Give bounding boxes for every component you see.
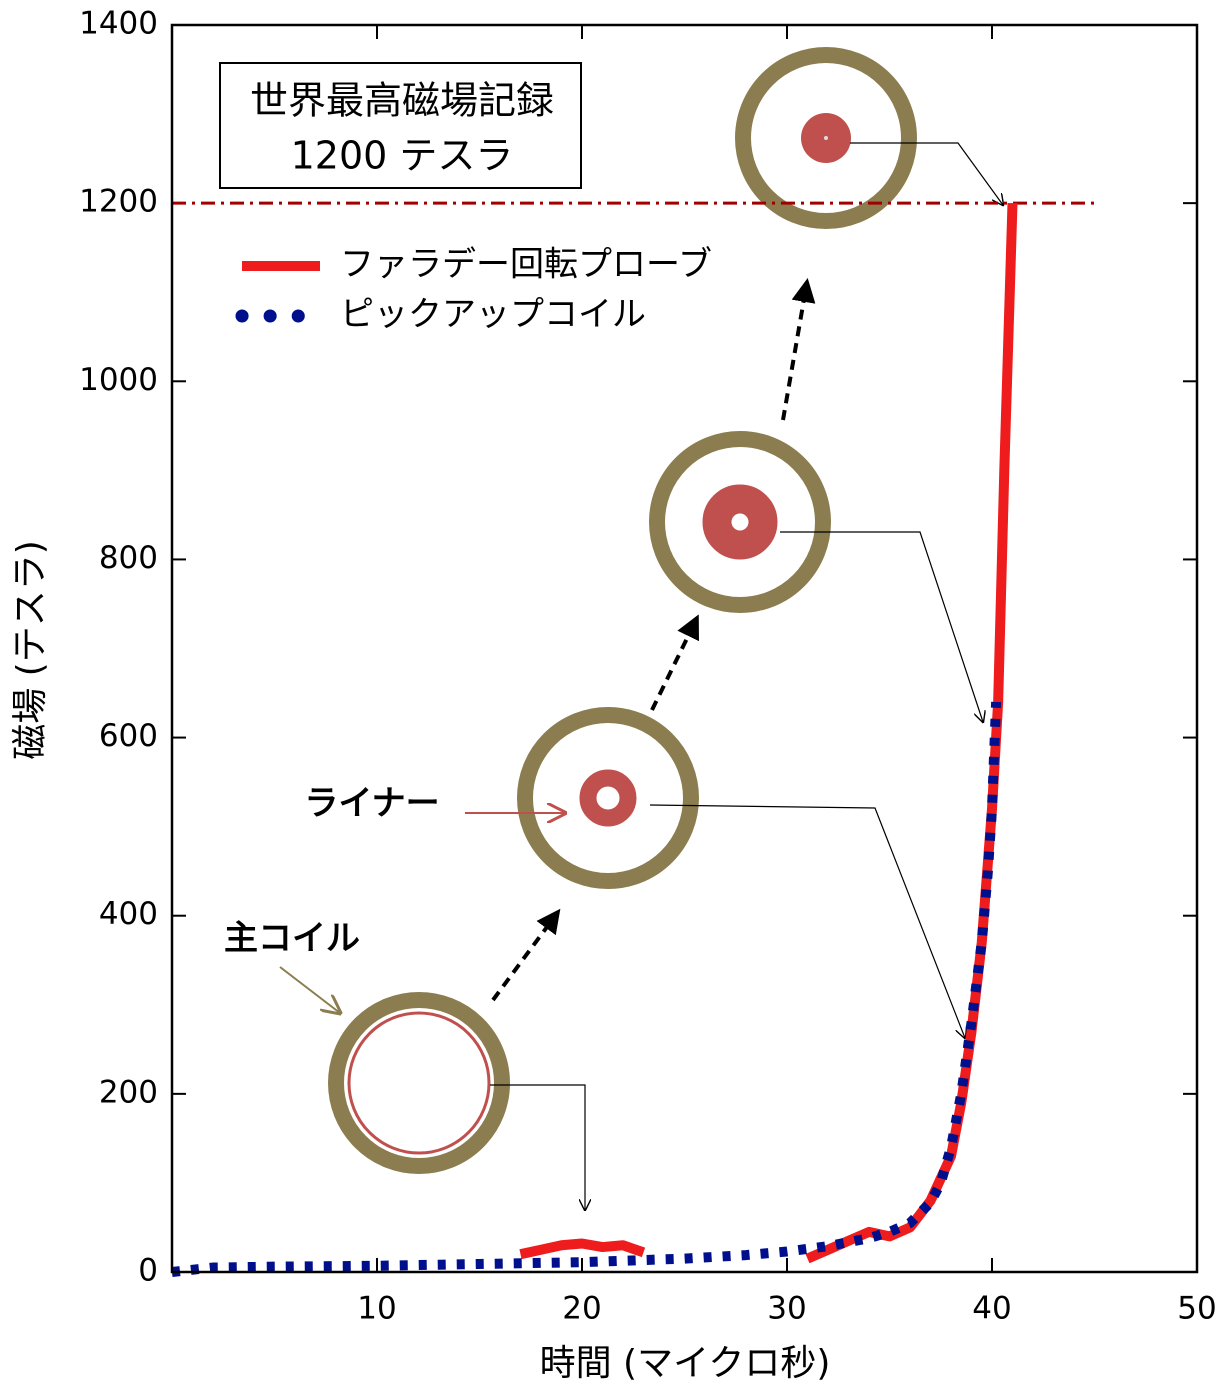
data-line	[521, 203, 1013, 1258]
liner	[588, 778, 628, 818]
y-tick-label: 600	[99, 718, 158, 754]
x-tick-label: 50	[1177, 1291, 1216, 1327]
y-tick-label: 200	[99, 1074, 158, 1110]
x-tick-label: 10	[357, 1291, 396, 1327]
progress-arrow	[493, 912, 558, 1000]
connector	[650, 805, 965, 1038]
liner-label: ライナー	[304, 784, 439, 824]
x-tick-label: 20	[562, 1291, 601, 1327]
x-axis-title: 時間 (マイクロ秒)	[540, 1343, 831, 1384]
progress-arrow	[783, 282, 807, 420]
chart: 世界最高磁場記録 1200 テスラ ライナー 主コイル 時間 (マイクロ秒) 磁…	[0, 0, 1225, 1391]
legend-label: ファラデー回転プローブ	[340, 245, 712, 285]
plot-frame	[172, 25, 1197, 1272]
diagrams	[220, 55, 1003, 1210]
liner	[717, 499, 763, 545]
liner-core	[824, 136, 828, 140]
coil	[336, 1000, 502, 1166]
liner	[349, 1013, 489, 1153]
y-tick-label: 800	[99, 540, 158, 576]
y-tick-label: 400	[99, 896, 158, 932]
x-tick-label: 40	[972, 1291, 1011, 1327]
y-tick-label: 0	[138, 1253, 158, 1289]
coil	[525, 715, 691, 881]
x-tick-label: 30	[767, 1291, 806, 1327]
y-tick-label: 1000	[79, 362, 158, 398]
progress-arrow	[652, 618, 697, 710]
legend-label: ピックアップコイル	[340, 295, 646, 335]
record-value: 1200 テスラ	[291, 134, 514, 178]
y-axis-title: 磁場 (テスラ)	[10, 540, 51, 760]
coil-arrow	[280, 967, 340, 1013]
record-title: 世界最高磁場記録	[250, 79, 554, 123]
coil	[657, 439, 823, 605]
y-tick-label: 1400	[79, 6, 158, 42]
connector	[850, 143, 1003, 205]
coil-label: 主コイル	[224, 919, 360, 959]
y-tick-label: 1200	[79, 184, 158, 220]
